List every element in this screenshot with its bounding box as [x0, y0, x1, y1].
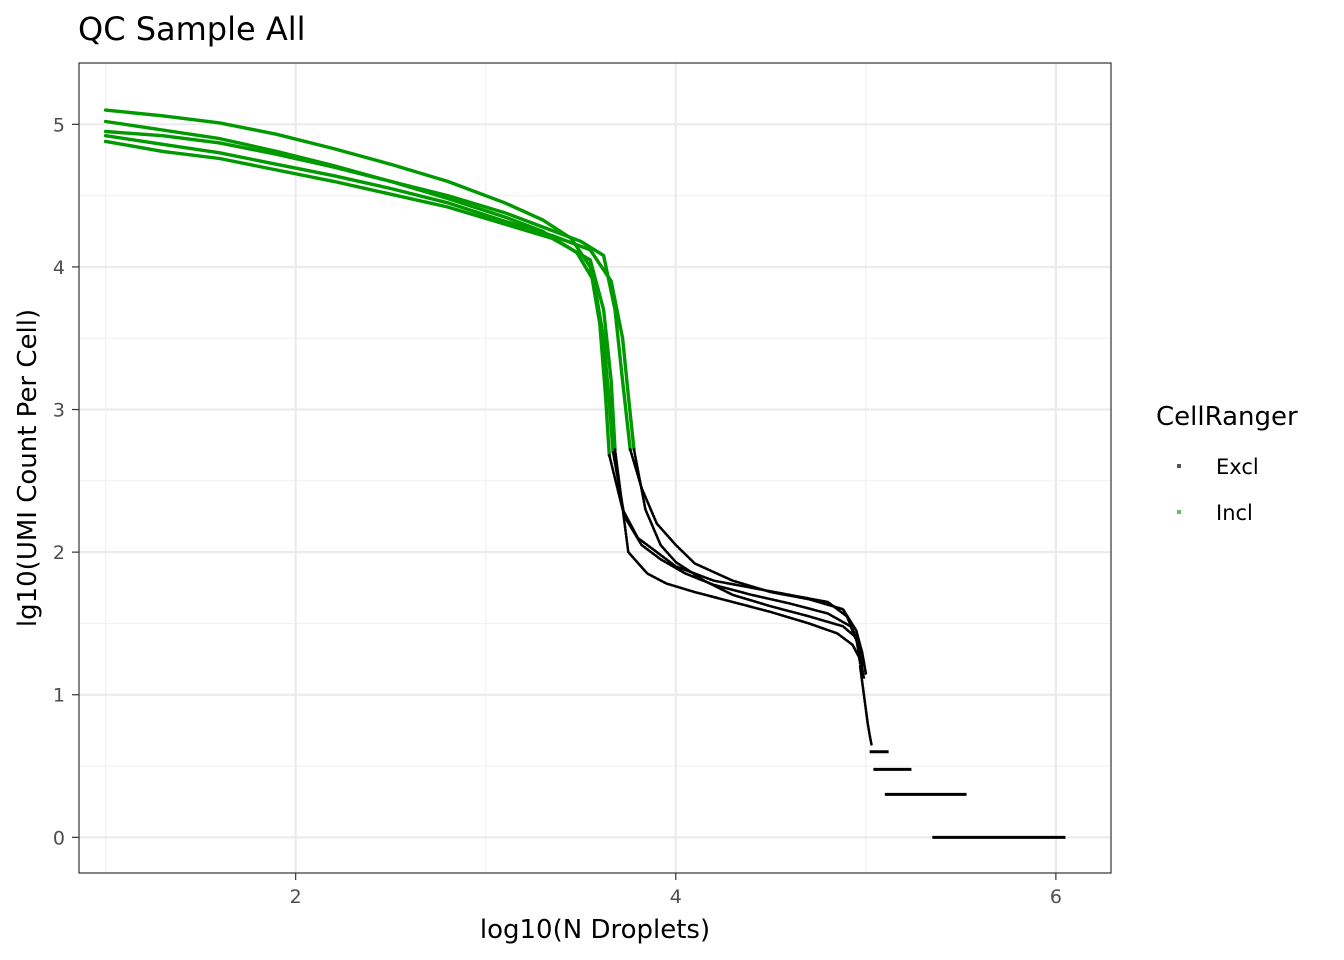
legend-title: CellRanger [1156, 402, 1298, 432]
legend-label-excl: Excl [1216, 455, 1259, 479]
data-points [103, 108, 1066, 839]
y-tick-label: 0 [53, 827, 65, 849]
data-curve [103, 129, 632, 452]
y-axis-title: lg10(UMI Count Per Cell) [13, 309, 43, 627]
plot-title: QC Sample All [78, 10, 306, 48]
series-incl [103, 108, 636, 457]
legend-label-incl: Incl [1216, 501, 1253, 525]
x-tick-label: 4 [670, 886, 682, 908]
data-curve [103, 139, 617, 452]
x-axis-title: log10(N Droplets) [480, 915, 710, 945]
data-curve [613, 448, 866, 679]
x-tick-label: 6 [1050, 886, 1062, 908]
data-curve [628, 448, 868, 675]
legend-key-incl [1177, 510, 1181, 514]
x-axis-ticks: 2 4 6 [290, 873, 1062, 908]
y-tick-label: 1 [53, 685, 65, 707]
y-axis-ticks: 0 1 2 3 4 5 [53, 114, 79, 849]
data-curve [611, 451, 864, 668]
plot-panel [79, 63, 1111, 873]
y-tick-label: 5 [53, 114, 65, 136]
y-tick-label: 3 [53, 400, 65, 422]
x-tick-label: 2 [290, 886, 302, 908]
data-curve [103, 134, 636, 452]
panel-border [78, 62, 1112, 874]
data-curve [858, 664, 873, 746]
data-curve [103, 119, 615, 454]
y-tick-label: 4 [53, 257, 65, 279]
legend: CellRanger Excl Incl [1156, 402, 1298, 525]
y-tick-label: 2 [53, 542, 65, 564]
series-excl [608, 448, 1066, 839]
legend-key-excl [1177, 464, 1181, 468]
data-curve [632, 448, 868, 675]
